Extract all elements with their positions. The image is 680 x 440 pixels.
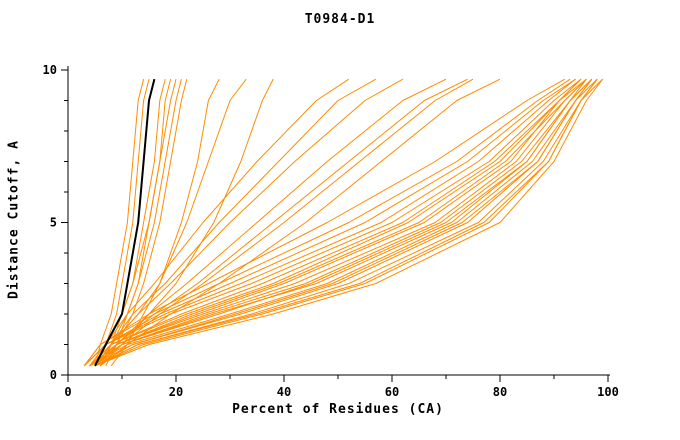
model-curve (89, 78, 587, 367)
y-tick-label: 10 (43, 63, 57, 77)
model-curve (94, 78, 598, 367)
model-curve (99, 79, 166, 367)
model-curve (94, 79, 145, 366)
model-curve (100, 78, 274, 367)
model-curve (89, 78, 593, 367)
model-curve (94, 78, 377, 367)
x-tick-label: 60 (385, 385, 399, 399)
x-tick-label: 100 (597, 385, 619, 399)
x-axis-label: Percent of Residues (CA) (232, 402, 444, 417)
chart-title: T0984-D1 (304, 12, 376, 27)
y-tick-label: 0 (50, 368, 57, 382)
model-curve (110, 78, 220, 367)
model-curve (89, 78, 593, 367)
model-curve (89, 78, 587, 367)
model-curve (99, 79, 172, 367)
model-curve (94, 78, 603, 367)
model-curve (89, 78, 598, 367)
model-curve (94, 78, 474, 367)
model-curve (100, 79, 182, 367)
model-curve (89, 78, 468, 367)
model-curve (83, 78, 582, 367)
x-tick-label: 0 (64, 385, 71, 399)
model-curve (89, 78, 587, 367)
model-curve (94, 78, 447, 367)
model-curve (94, 78, 247, 367)
y-tick-label: 5 (50, 216, 57, 230)
highlighted-curve (94, 78, 156, 367)
model-curve (100, 78, 501, 367)
model-curve (105, 79, 188, 367)
x-tick-label: 80 (493, 385, 507, 399)
x-tick-label: 40 (277, 385, 291, 399)
x-tick-label: 20 (169, 385, 183, 399)
model-curve (83, 78, 566, 367)
